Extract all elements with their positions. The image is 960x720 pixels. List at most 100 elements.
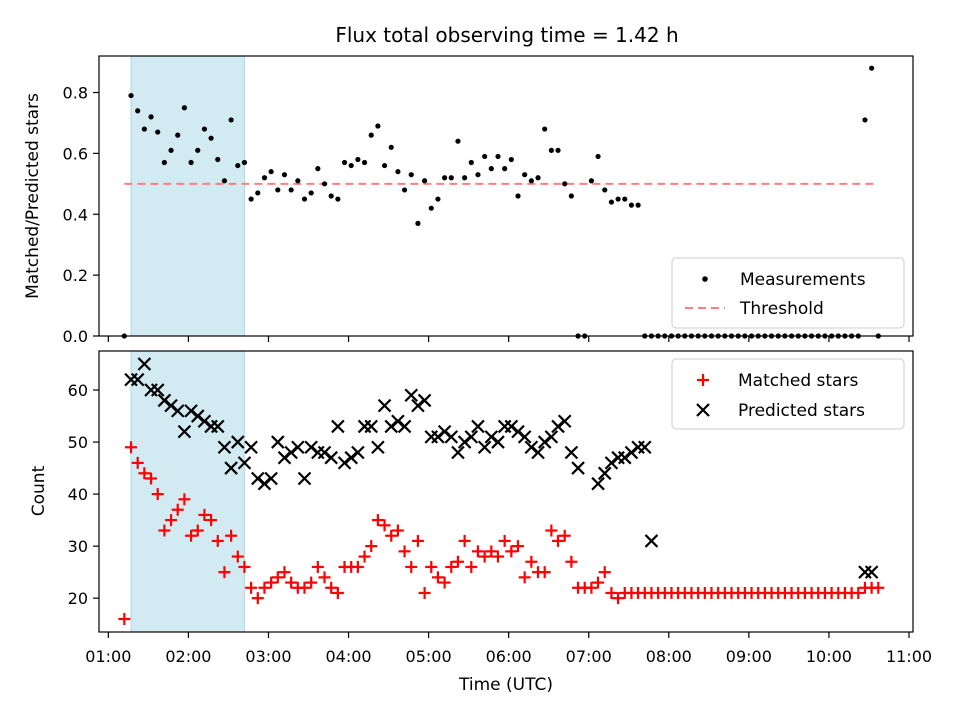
matched-star-point [311, 560, 324, 573]
matched-star-point [145, 472, 158, 485]
predicted-star-point [137, 357, 152, 371]
x-tick-label: 04:00 [325, 647, 371, 666]
measurement-point [488, 166, 494, 172]
matched-star-point [425, 560, 438, 573]
predicted-points [124, 357, 879, 579]
legend-measurements-label: Measurements [740, 270, 866, 290]
matched-star-point [478, 550, 491, 563]
measurement-point [395, 169, 401, 175]
measurement-point [408, 172, 414, 178]
measurement-point [315, 166, 321, 172]
top-shaded-interval [130, 55, 245, 337]
legend-measurement-marker [702, 276, 708, 282]
measurement-point [595, 153, 601, 160]
measurement-point [295, 178, 301, 184]
predicted-star-point [150, 383, 165, 397]
matched-star-point [471, 545, 484, 558]
predicted-star-point [371, 440, 385, 455]
measurement-point [235, 162, 241, 169]
measurement-point [435, 196, 441, 202]
measurement-point [301, 196, 308, 202]
matched-star-point [451, 555, 464, 568]
legend-threshold-label: Threshold [739, 299, 824, 319]
matched-star-point [485, 545, 498, 558]
predicted-star-point [864, 565, 879, 579]
matched-star-point [565, 555, 578, 568]
legend-matched-label: Matched stars [738, 371, 858, 391]
measurement-point [508, 156, 514, 163]
measurement-point [255, 190, 261, 196]
top-x-ticks [107, 336, 910, 342]
matched-points [118, 441, 885, 625]
predicted-star-point [291, 440, 305, 455]
matched-star-point [238, 560, 251, 573]
matched-star-point [852, 586, 865, 599]
measurement-point [422, 178, 428, 184]
measurement-point [195, 147, 201, 153]
predicted-star-point [324, 450, 338, 465]
measurement-point [281, 172, 288, 178]
matched-star-point [185, 529, 198, 542]
measurement-point [215, 156, 221, 163]
predicted-star-point [417, 393, 432, 408]
predicted-star-point [357, 419, 372, 434]
measurement-point [562, 181, 568, 187]
measurement-point [415, 220, 421, 226]
predicted-star-point [177, 424, 192, 439]
matched-star-point [258, 581, 271, 594]
y-tick-label: 50 [68, 433, 88, 452]
predicted-star-point [638, 440, 652, 455]
measurement-points [121, 65, 881, 339]
predicted-star-point [597, 466, 612, 481]
measurement-point [548, 147, 554, 153]
matched-star-point [251, 592, 264, 605]
predicted-star-point [444, 430, 459, 444]
matched-star-point [438, 576, 451, 589]
y-tick-label: 0.8 [63, 84, 88, 103]
measurement-point [128, 92, 134, 99]
measurement-point [335, 196, 341, 202]
measurement-point [528, 178, 534, 184]
bottom-panel: 20 30 40 50 60 01:00 02:00 03:00 04:00 05:00 06:0… [29, 350, 932, 695]
matched-star-point [231, 550, 244, 563]
predicted-star-point [557, 414, 572, 429]
predicted-star-point [311, 445, 325, 460]
top-legend: Measurements Threshold [671, 257, 905, 329]
measurement-point [401, 187, 408, 193]
measurement-point [261, 175, 268, 181]
predicted-star-point [244, 440, 258, 455]
y-tick-label: 60 [68, 381, 88, 400]
matched-star-point [225, 529, 238, 542]
measurement-point [375, 123, 381, 129]
measurement-point [135, 108, 141, 114]
y-tick-label: 20 [68, 589, 88, 608]
matched-star-point [872, 581, 885, 594]
figure-title: Flux total observing time = 1.42 h [335, 23, 678, 47]
matched-star-point [198, 508, 211, 521]
x-tick-label: 07:00 [566, 647, 612, 666]
measurement-point [535, 175, 541, 181]
matched-star-point [598, 566, 611, 579]
predicted-star-point [404, 388, 419, 403]
measurement-point [248, 196, 254, 202]
legend-predicted-marker [696, 403, 710, 417]
matched-star-point [158, 524, 171, 537]
measurement-point [348, 162, 354, 169]
measurement-point [288, 187, 294, 193]
measurement-point [355, 156, 361, 163]
predicted-star-point [477, 440, 492, 455]
legend-predicted-label: Predicted stars [738, 401, 865, 421]
measurement-point [161, 159, 167, 166]
matched-star-point [305, 576, 318, 589]
matched-star-point [358, 550, 371, 563]
measurement-point [522, 172, 528, 178]
matched-star-point [558, 529, 571, 542]
bottom-legend: Matched stars Predicted stars [671, 358, 905, 430]
measurement-point [148, 114, 154, 120]
measurement-point [368, 132, 374, 138]
matched-star-point [605, 586, 618, 599]
matched-star-point [518, 571, 531, 584]
matched-star-point [365, 540, 378, 553]
matched-star-point [205, 514, 218, 527]
